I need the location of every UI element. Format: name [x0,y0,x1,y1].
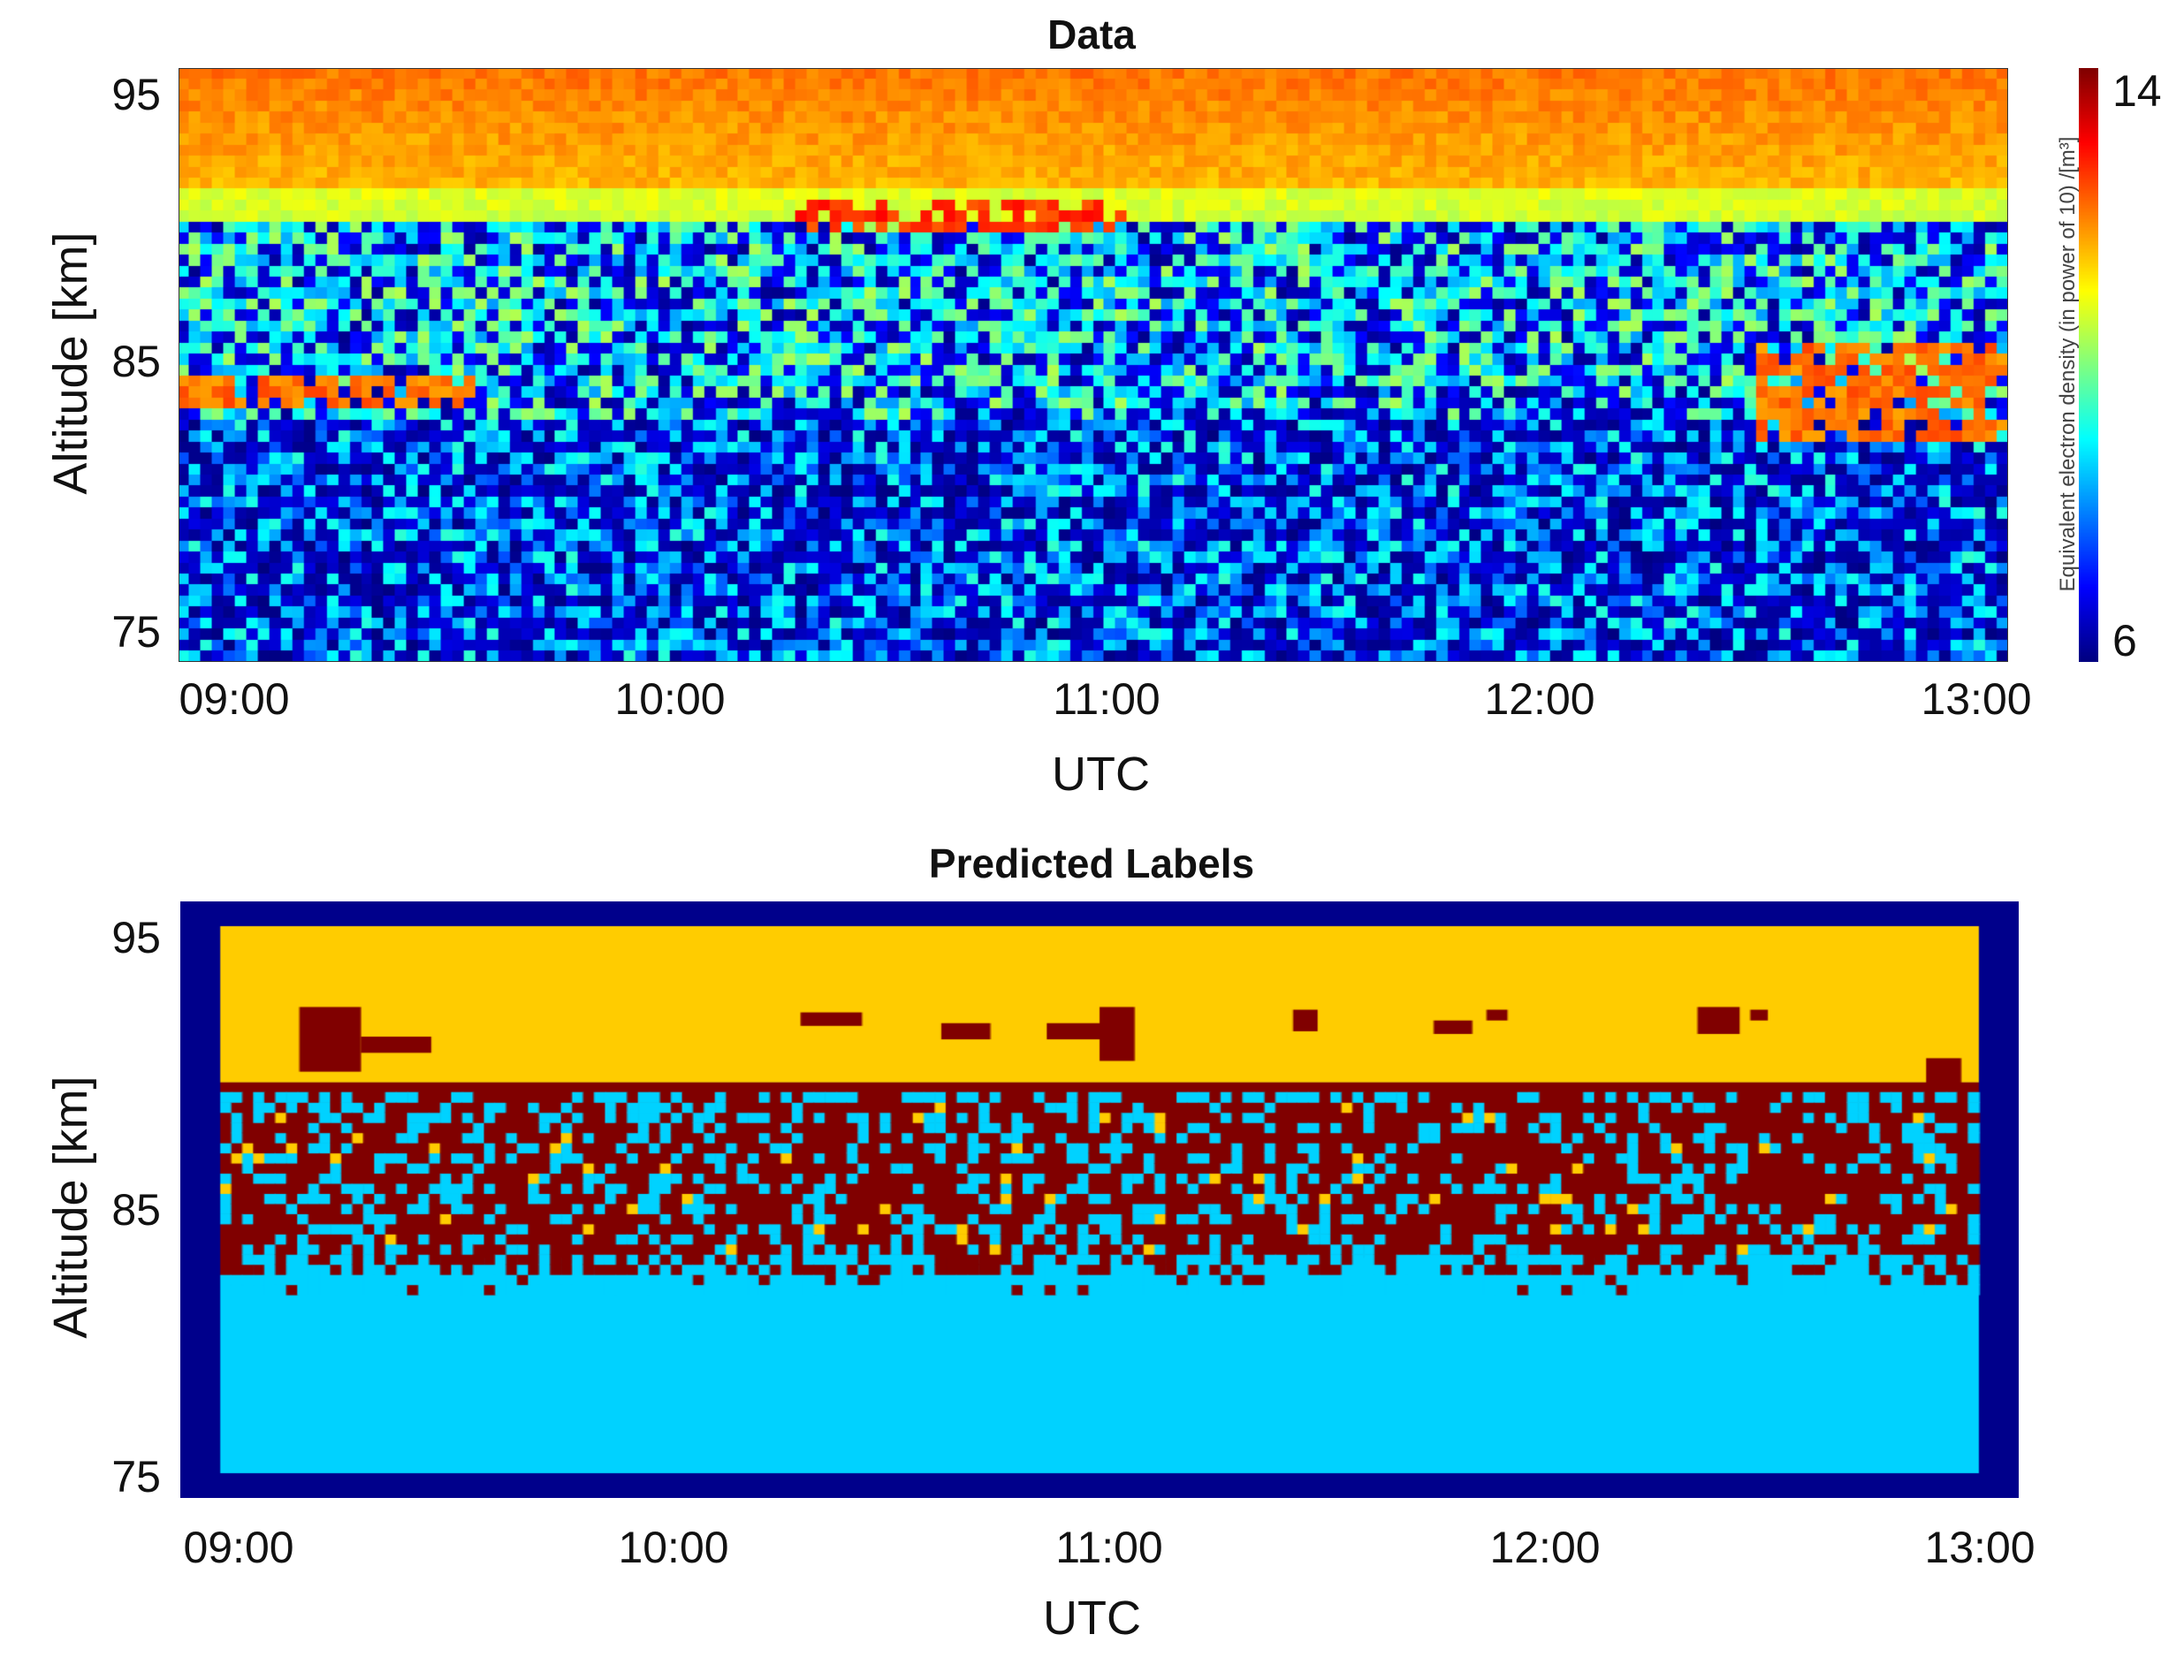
data-xlabel: UTC [1052,748,1150,801]
data-plot-frame [179,68,2008,662]
data-xtick-1200: 12:00 [1484,674,1595,724]
labels-heatmap [180,901,2019,1498]
data-heatmap [179,68,2008,662]
labels-ytick-95: 95 [111,913,161,962]
colorbar-max-label: 14 [2112,66,2162,116]
labels-xtick-0900: 09:00 [183,1523,294,1572]
labels-panel-title: Predicted Labels [928,840,1255,886]
labels-ytick-85: 85 [111,1185,161,1235]
colorbar [2079,68,2098,662]
data-xtick-0900: 09:00 [179,674,290,724]
labels-xtick-1300: 13:00 [1924,1523,2036,1572]
data-xtick-1100: 11:00 [1053,674,1160,724]
data-panel-title: Data [1047,11,1136,57]
data-ytick-85: 85 [111,337,161,386]
labels-ytick-75: 75 [111,1452,161,1501]
colorbar-label: Equivalent electron density (in power of… [2056,136,2080,592]
labels-xtick-1000: 10:00 [618,1523,729,1572]
data-xtick-1000: 10:00 [614,674,726,724]
labels-xlabel: UTC [1043,1592,1141,1645]
labels-xtick-1200: 12:00 [1489,1523,1601,1572]
data-ytick-95: 95 [111,70,161,119]
data-xtick-1300: 13:00 [1921,674,2032,724]
data-ytick-75: 75 [111,607,161,657]
labels-xtick-1100: 11:00 [1055,1523,1163,1572]
data-ylabel: Altitude [km] [44,232,97,495]
labels-ylabel: Altitude [km] [44,1076,97,1339]
colorbar-min-label: 6 [2112,616,2137,665]
